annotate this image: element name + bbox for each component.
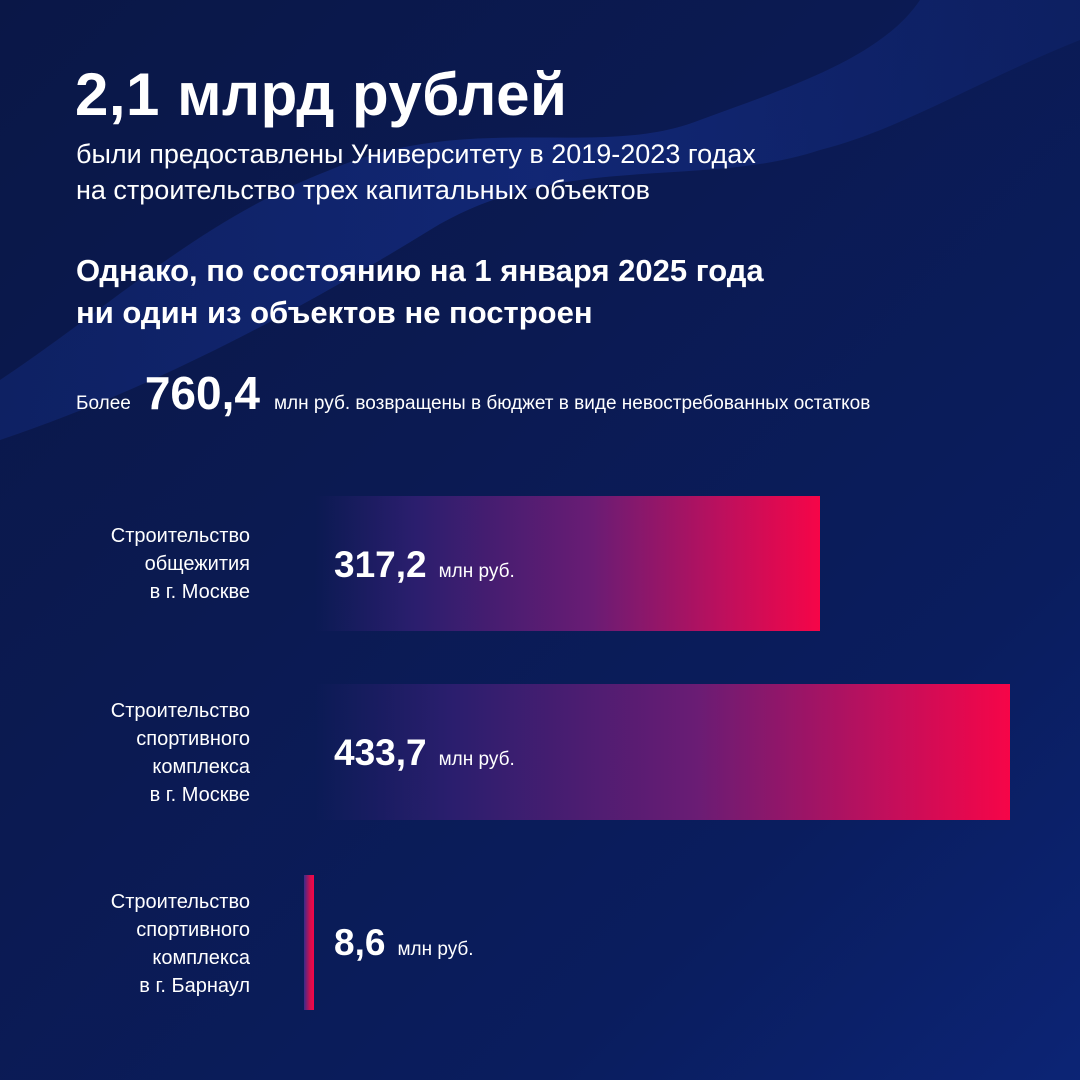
bar-value-unit: млн руб. <box>438 749 515 770</box>
bar-value-number: 317,2 <box>334 544 427 585</box>
bar-value-number: 8,6 <box>334 922 386 963</box>
returned-suffix: млн руб. возвращены в бюджет в виде нево… <box>273 393 871 414</box>
returned-value: 760,4 <box>144 367 260 419</box>
bar-label: Строительство спортивного комплекса в г.… <box>110 891 250 997</box>
bar-value-unit: млн руб. <box>438 561 515 582</box>
bar-value: 317,2 млн руб. <box>334 544 515 586</box>
headline-line-2: ни один из объектов не построен <box>76 295 593 330</box>
bar-value-unit: млн руб. <box>397 939 474 960</box>
bar <box>304 875 314 1010</box>
headline-line-1: Однако, по состоянию на 1 января 2025 го… <box>76 253 764 288</box>
bar-label: Строительство общежития в г. Москве <box>110 525 250 603</box>
bar-value: 8,6 млн руб. <box>334 922 474 964</box>
headline: Однако, по состоянию на 1 января 2025 го… <box>76 250 764 334</box>
subtitle: были предоставлены Университету в 2019-2… <box>76 136 756 208</box>
bar <box>315 684 1010 820</box>
bar-value: 433,7 млн руб. <box>334 732 515 774</box>
subtitle-line-2: на строительство трех капитальных объект… <box>76 175 651 205</box>
bar-label: Строительство спортивного комплекса в г.… <box>110 700 250 806</box>
page-title: 2,1 млрд рублей <box>75 61 568 128</box>
subtitle-line-1: были предоставлены Университету в 2019-2… <box>76 139 756 169</box>
returned-prefix: Более <box>76 393 131 414</box>
returned-amount-statement: Более 760,4 млн руб. возвращены в бюджет… <box>76 366 870 420</box>
bar-value-number: 433,7 <box>334 732 427 773</box>
bar <box>315 496 820 631</box>
